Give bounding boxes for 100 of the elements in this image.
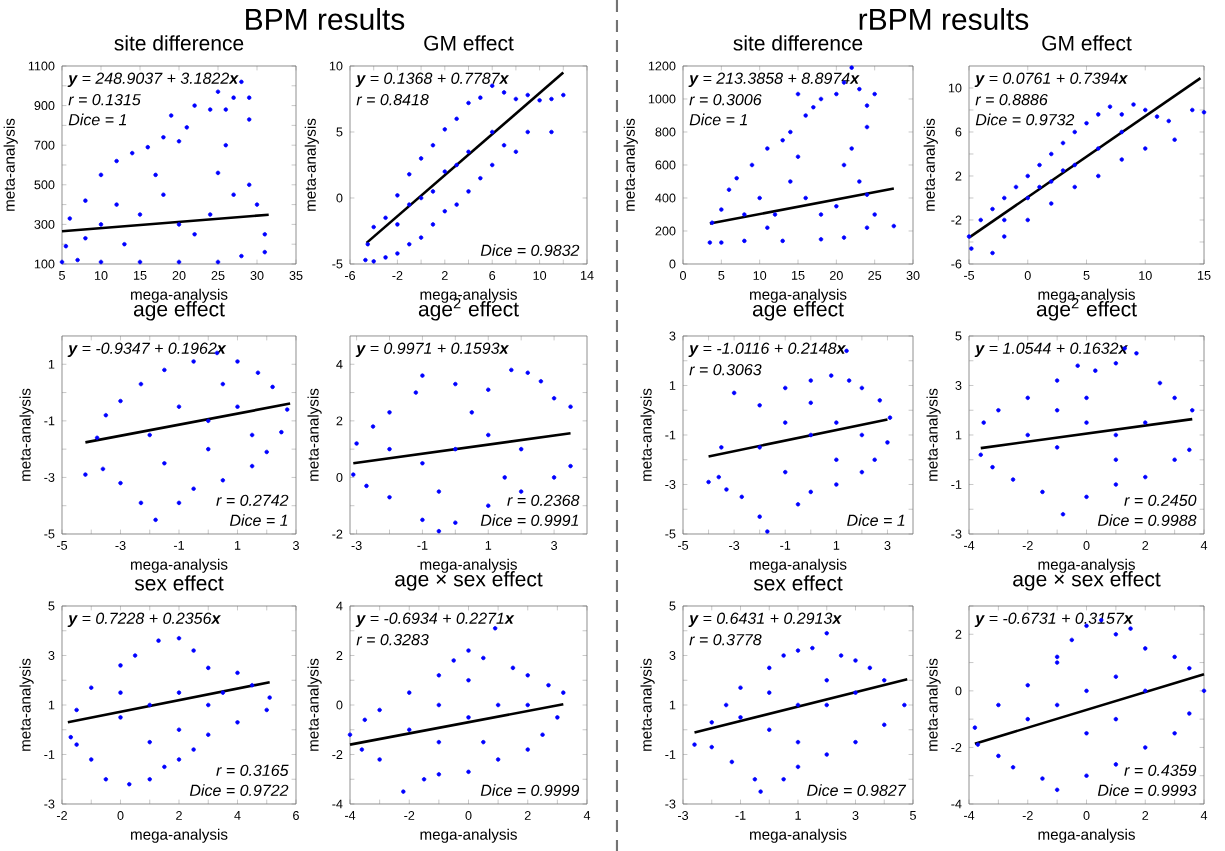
y-tick-label: -3: [951, 529, 962, 539]
point: [742, 238, 747, 244]
point: [829, 373, 834, 378]
point: [1025, 173, 1030, 179]
point: [818, 212, 824, 217]
point: [466, 100, 471, 106]
point: [262, 249, 268, 255]
point: [176, 139, 182, 144]
point: [1113, 457, 1119, 462]
point: [1166, 118, 1171, 124]
point: [795, 154, 801, 159]
y-tick-label: -5: [44, 529, 55, 539]
point: [362, 717, 368, 723]
x-tick-label: -5: [677, 541, 689, 550]
point: [413, 390, 419, 395]
point: [1201, 109, 1207, 115]
x-tick-label: 4: [1200, 811, 1208, 820]
y-tick-label: -6: [951, 259, 962, 269]
point: [795, 91, 801, 97]
point: [1172, 137, 1177, 142]
point: [206, 418, 211, 424]
x-tick-label: 3: [852, 811, 859, 820]
point: [525, 370, 530, 375]
point: [767, 727, 772, 732]
point: [795, 739, 801, 745]
y-tick-label: -1: [44, 416, 55, 426]
point: [436, 673, 442, 678]
point: [206, 702, 211, 708]
point: [1113, 632, 1119, 637]
point: [561, 92, 566, 98]
point: [466, 769, 471, 775]
point: [509, 367, 514, 373]
point: [161, 192, 166, 197]
point: [1025, 716, 1030, 722]
x-tick-label: -4: [344, 811, 356, 820]
point: [872, 457, 877, 462]
point: [162, 461, 167, 466]
x-tick-label: 2: [1142, 541, 1149, 550]
point: [247, 182, 252, 187]
x-tick-label: 20: [829, 271, 843, 280]
y-tick-label: 100: [34, 259, 55, 269]
point: [795, 764, 801, 770]
point: [83, 236, 88, 241]
point: [1060, 140, 1066, 146]
point: [118, 398, 123, 404]
point: [719, 207, 724, 212]
point: [262, 232, 268, 237]
point: [249, 463, 255, 469]
point: [707, 240, 713, 245]
point: [1113, 674, 1119, 679]
point: [235, 670, 240, 676]
point: [436, 702, 442, 708]
point: [436, 528, 442, 534]
point: [781, 653, 786, 658]
y-tick-label: 3: [669, 651, 676, 660]
point: [395, 193, 400, 198]
point: [478, 175, 483, 181]
point: [162, 367, 167, 373]
annotation: y = 0.6431 + 0.2913x: [688, 612, 842, 628]
y-tick-label: 0: [336, 472, 343, 482]
point: [235, 720, 240, 725]
point: [215, 89, 221, 94]
point: [765, 529, 770, 534]
x-tick-label: 3: [292, 541, 299, 550]
point: [872, 91, 877, 97]
point: [757, 514, 762, 519]
point: [834, 457, 839, 462]
point: [436, 772, 442, 777]
point: [1084, 120, 1089, 126]
y-tick-label: -1: [665, 750, 676, 759]
point: [153, 172, 158, 178]
point: [1084, 395, 1089, 401]
point: [767, 690, 772, 695]
annotation: r = 0.8418: [356, 93, 429, 106]
point: [264, 449, 269, 455]
point: [169, 113, 174, 118]
x-tick-label: 1: [485, 541, 492, 550]
y-tick-label: 2: [955, 629, 962, 639]
annotation: Dice = 0.9993: [1097, 784, 1197, 797]
point: [810, 645, 815, 651]
point: [192, 103, 197, 108]
x-axis-title: mega-analysis: [1038, 558, 1135, 573]
point: [1172, 457, 1177, 462]
point: [726, 187, 732, 192]
point: [74, 742, 79, 747]
x-tick-label: -5: [56, 541, 68, 550]
point: [436, 489, 442, 494]
x-tick-label: 3: [884, 541, 891, 550]
point: [466, 149, 471, 154]
point: [206, 665, 211, 671]
point: [74, 707, 79, 713]
x-tick-label: 0: [1083, 541, 1090, 550]
x-tick-label: 5: [718, 271, 725, 280]
y-tick-label: 900: [34, 101, 55, 111]
annotation: y = 248.9037 + 3.1822x: [67, 72, 239, 88]
point: [359, 747, 365, 752]
point: [568, 404, 573, 409]
point: [1172, 395, 1177, 401]
point: [420, 517, 425, 523]
y-axis-title: meta-analysis: [19, 658, 34, 751]
